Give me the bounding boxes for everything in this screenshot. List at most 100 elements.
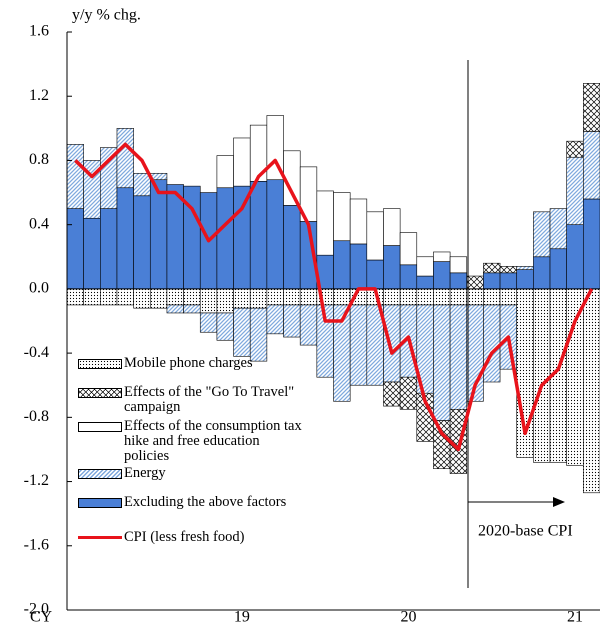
bar-segment: [100, 288, 118, 306]
bar-segment: [566, 288, 584, 466]
legend-swatch: [78, 536, 122, 539]
bar-segment: [283, 288, 301, 306]
legend-item: Effects of the "Go To Travel" campaign: [78, 385, 303, 415]
bar-segment: [449, 256, 468, 274]
arrow-head: [553, 497, 565, 507]
legend: Mobile phone charges Effects of the "Go T…: [78, 356, 303, 545]
bar-segment: [516, 269, 534, 290]
bar-segment: [533, 256, 551, 290]
x-tick-label: 20: [400, 609, 416, 626]
bar-segment: [466, 275, 484, 290]
bar-segment: [449, 304, 468, 410]
bar-segment: [383, 208, 401, 246]
bar-segment: [116, 187, 134, 290]
bar-segment: [333, 288, 351, 306]
y-tick-label: 1.2: [29, 87, 49, 104]
y-tick-label: -0.4: [24, 344, 49, 361]
legend-item: Effects of the consumption tax hike and …: [78, 419, 303, 464]
bar-segment: [100, 208, 118, 290]
bar-segment: [66, 208, 84, 290]
bar-segment: [566, 140, 584, 158]
bar-segment: [183, 288, 201, 306]
bar-segment: [366, 259, 384, 290]
bar-segment: [433, 288, 451, 306]
y-tick-label: 0.0: [29, 280, 49, 297]
bar-segment: [266, 288, 284, 306]
bar-segment: [183, 304, 201, 314]
legend-label: CPI (less fresh food): [124, 529, 245, 545]
bar-segment: [483, 304, 501, 383]
bar-segment: [249, 181, 268, 290]
bar-segment: [433, 261, 451, 290]
annotation: 2020-base CPI: [478, 523, 573, 540]
bar-segment: [149, 179, 168, 290]
y-tick-label: -1.2: [24, 472, 49, 489]
legend-label: Excluding the above factors: [124, 494, 287, 510]
bar-segment: [66, 144, 84, 209]
bar-segment: [116, 128, 134, 189]
bar-segment: [416, 288, 434, 306]
bar-segment: [483, 288, 501, 306]
bar-segment: [216, 288, 234, 314]
bar-segment: [133, 288, 151, 309]
bar-segment: [133, 195, 151, 290]
bar-segment: [483, 262, 501, 274]
y-axis-label: y/y % chg.: [72, 7, 141, 24]
y-tick-label: -1.6: [24, 536, 49, 553]
bar-segment: [199, 288, 218, 314]
bar-segment: [383, 245, 401, 290]
bar-segment: [583, 198, 600, 290]
bar-segment: [583, 288, 600, 494]
bar-segment: [366, 211, 384, 261]
bar-segment: [549, 248, 567, 290]
bar-segment: [349, 304, 368, 386]
bar-segment: [216, 312, 234, 341]
legend-item: Energy: [78, 466, 303, 481]
bar-segment: [133, 172, 151, 197]
bar-segment: [149, 288, 168, 309]
bar-segment: [83, 217, 101, 290]
bar-segment: [466, 288, 484, 306]
bar-segment: [199, 312, 218, 333]
bar-segment: [266, 304, 284, 335]
bar-segment: [499, 288, 518, 306]
bar-segment: [249, 307, 268, 362]
bar-segment: [333, 192, 351, 242]
bar-segment: [533, 211, 551, 258]
bar-segment: [583, 83, 600, 132]
bar-segment: [333, 240, 351, 290]
bar-segment: [283, 304, 301, 338]
bar-segment: [216, 187, 234, 290]
bar-segment: [549, 208, 567, 250]
x-tick-label: 21: [567, 609, 583, 626]
bar-segment: [499, 272, 518, 290]
bar-segment: [266, 179, 284, 290]
bar-segment: [399, 264, 418, 290]
legend-label: Effects of the "Go To Travel" campaign: [124, 384, 295, 415]
bar-segment: [66, 288, 84, 306]
bar-segment: [383, 304, 401, 383]
legend-swatch: [78, 388, 122, 398]
legend-swatch: [78, 498, 122, 508]
bar-segment: [483, 272, 501, 290]
bar-segment: [433, 420, 451, 470]
y-tick-label: -2.0: [24, 601, 49, 618]
x-axis-label: CY: [30, 609, 53, 626]
bar-segment: [233, 137, 251, 187]
y-tick-label: -0.8: [24, 408, 49, 425]
bar-segment: [216, 155, 234, 189]
bar-segment: [449, 272, 468, 290]
bar-segment: [233, 288, 251, 309]
bar-segment: [449, 288, 468, 306]
bar-segment: [116, 288, 134, 306]
legend-item: CPI (less fresh food): [78, 530, 303, 545]
bar-segment: [416, 275, 434, 290]
bar-segment: [349, 198, 368, 245]
bar-segment: [233, 307, 251, 357]
bar-segment: [316, 190, 334, 256]
bar-segment: [299, 288, 318, 306]
bar-segment: [383, 288, 401, 306]
legend-swatch: [78, 422, 122, 432]
